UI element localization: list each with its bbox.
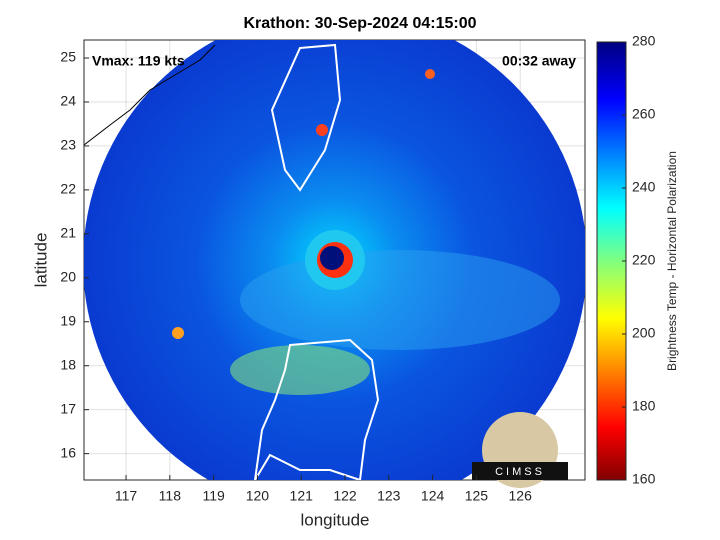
hotspot <box>425 69 435 79</box>
coastline-luzon <box>254 338 380 480</box>
y-tick-label: 22 <box>60 181 76 197</box>
logo: CIMSS <box>472 412 568 488</box>
coastline-china <box>84 44 216 146</box>
y-tick-label: 16 <box>60 444 76 460</box>
colorbar-label: Brightness Temp - Horizontal Polarizatio… <box>665 151 679 371</box>
logo-text: CIMSS <box>495 466 545 478</box>
y-tick-label: 19 <box>60 312 76 328</box>
x-tick-label: 122 <box>333 488 357 504</box>
x-tick-label: 117 <box>115 488 138 504</box>
colorbar <box>596 41 627 481</box>
chart-title: Krathon: 30-Sep-2024 04:15:00 <box>244 15 477 32</box>
y-tick-label: 23 <box>60 137 76 153</box>
colorbar-tick-label: 220 <box>632 252 656 268</box>
eye <box>320 246 344 270</box>
colorbar-tick-label: 160 <box>632 471 656 487</box>
colorbar-tick-label: 180 <box>632 398 656 414</box>
hotspot <box>172 327 184 339</box>
rainband <box>230 345 370 395</box>
colorbar-tick-label: 260 <box>632 106 656 122</box>
x-tick-label: 125 <box>465 488 489 504</box>
coastline-taiwan <box>270 43 342 192</box>
y-tick-label: 18 <box>60 356 76 372</box>
colorbar-tick-label: 280 <box>632 33 656 49</box>
y-tick-label: 20 <box>60 269 76 285</box>
y-tick-label: 25 <box>60 49 76 65</box>
annotation: Vmax: 119 kts <box>92 53 185 69</box>
y-axis-label: latitude <box>31 233 50 288</box>
x-tick-label: 124 <box>421 488 445 504</box>
x-tick-label: 118 <box>159 488 182 504</box>
hotspot <box>316 124 328 136</box>
x-tick-label: 126 <box>509 488 533 504</box>
rainband <box>240 250 560 350</box>
y-tick-label: 21 <box>60 225 76 241</box>
x-tick-label: 120 <box>246 488 270 504</box>
colorbar-tick-label: 240 <box>632 179 656 195</box>
x-axis-label: longitude <box>300 510 369 529</box>
x-tick-label: 123 <box>377 488 401 504</box>
y-tick-label: 24 <box>60 93 76 109</box>
satellite-field <box>84 40 585 480</box>
annotation: 00:32 away <box>502 53 576 69</box>
colorbar-tick-label: 200 <box>632 325 656 341</box>
y-tick-label: 17 <box>60 400 76 416</box>
x-tick-label: 119 <box>202 488 225 504</box>
x-tick-label: 121 <box>290 488 314 504</box>
